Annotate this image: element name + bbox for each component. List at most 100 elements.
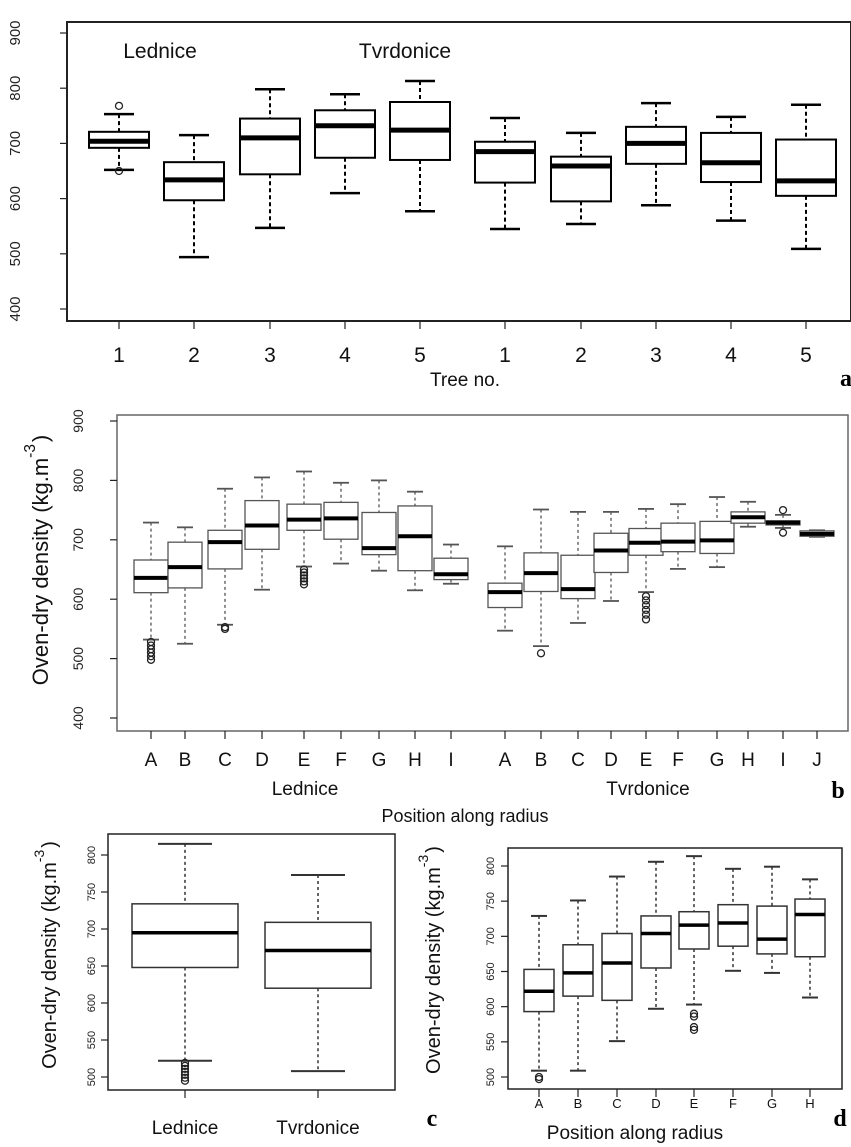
- x-tick-label: F: [335, 750, 347, 771]
- x-tick-label: E: [690, 1096, 699, 1111]
- group-label: Tvrdonice: [359, 40, 451, 63]
- x-tick-label: E: [640, 750, 653, 771]
- box-b-6: [361, 479, 397, 572]
- box-iqr: [601, 932, 633, 1002]
- box-iqr: [286, 503, 322, 531]
- x-tick-label: H: [741, 750, 755, 771]
- box-d-5: [717, 867, 749, 972]
- y-tick-label: 600: [86, 994, 98, 1012]
- x-tick-label: 2: [575, 344, 587, 367]
- x-tick-label: I: [448, 750, 453, 771]
- box-iqr: [314, 109, 376, 159]
- x-tick-label: 3: [650, 344, 662, 367]
- box-iqr: [474, 140, 536, 184]
- y-tick-label: 800: [7, 76, 24, 101]
- box-iqr: [433, 557, 469, 581]
- outlier-point: [641, 615, 651, 624]
- box-a-7: [625, 101, 687, 207]
- outlier-point: [778, 505, 788, 515]
- x-axis-title: Position along radius: [381, 806, 548, 826]
- x-tick-label: B: [179, 750, 192, 771]
- outlier-point: [299, 571, 309, 580]
- box-iqr: [593, 532, 629, 574]
- x-tick-label: D: [604, 750, 618, 771]
- x-tick-label: 3: [264, 344, 276, 367]
- box-iqr: [323, 501, 359, 540]
- x-tick-label: 2: [188, 344, 200, 367]
- box-iqr: [487, 582, 523, 609]
- y-axis-title: Oven-dry density (kg.m-3): [415, 846, 445, 1074]
- outlier-point: [536, 649, 546, 658]
- outlier-point: [641, 600, 651, 610]
- box-b-11: [560, 510, 596, 624]
- y-axis-title-superscript: -3: [22, 444, 39, 458]
- box-d-4: [678, 855, 710, 1035]
- box-b-17: [765, 505, 801, 537]
- x-tick-label: 1: [113, 344, 125, 367]
- group-label: Tvrdonice: [606, 779, 689, 800]
- box-iqr: [397, 505, 433, 572]
- y-axis-title-close: ): [423, 846, 445, 853]
- box-iqr: [699, 520, 735, 555]
- box-d-1: [562, 899, 594, 1072]
- outlier-point: [180, 1064, 190, 1074]
- y-axis-title-superscript: -3: [31, 850, 47, 863]
- panel-b: 400 500 600 700 800 900 Oven-dry density (kg.m…: [22, 409, 849, 826]
- outlier-point: [180, 1076, 190, 1085]
- x-tick-label: F: [729, 1096, 737, 1111]
- x-tick-label: H: [805, 1096, 814, 1111]
- outlier-point: [180, 1070, 190, 1079]
- y-tick-label: 800: [86, 846, 98, 864]
- y-tick-label: 650: [86, 957, 98, 975]
- x-tick-label: A: [499, 750, 512, 771]
- x-tick-label: H: [408, 750, 422, 771]
- box-b-2: [207, 487, 243, 634]
- y-tick-label: 800: [485, 857, 497, 875]
- box-b-18: [799, 529, 835, 538]
- box-b-14: [660, 503, 696, 570]
- outlier-point: [299, 574, 309, 583]
- x-tick-label: G: [767, 1096, 777, 1111]
- y-tick-label: 600: [7, 186, 24, 211]
- x-tick-label: C: [612, 1096, 621, 1111]
- outlier-point: [114, 166, 124, 176]
- box-iqr: [660, 522, 696, 553]
- y-axis-title: Oven-dry density (kg.m-3): [22, 435, 53, 685]
- group-label: Lednice: [123, 40, 197, 63]
- y-tick-label: 400: [70, 706, 86, 730]
- box-iqr: [700, 131, 762, 184]
- outlier-point: [180, 1061, 190, 1071]
- box-c-0: [131, 842, 239, 1085]
- panel-letter: a: [840, 366, 851, 392]
- y-tick-label: 750: [485, 892, 497, 910]
- x-tick-label: E: [298, 750, 311, 771]
- box-d-0: [523, 914, 555, 1084]
- y-axis-title-close: ): [39, 841, 61, 848]
- outlier-point: [299, 577, 309, 586]
- y-tick-label: 600: [70, 587, 86, 611]
- panel-c: 500 550 600 650 700 750 800 Oven-dry density (k…: [31, 833, 438, 1139]
- y-tick-label: 550: [485, 1033, 497, 1051]
- outlier-point: [299, 568, 309, 577]
- box-iqr: [207, 529, 243, 570]
- box-iqr: [794, 898, 826, 958]
- box-iqr: [640, 915, 672, 969]
- box-d-7: [794, 878, 826, 999]
- box-iqr: [717, 903, 749, 947]
- y-tick-label: 550: [86, 1031, 98, 1049]
- x-tick-label: F: [672, 750, 684, 771]
- y-tick-label: 750: [86, 883, 98, 901]
- box-b-3: [244, 476, 280, 591]
- outlier-point: [180, 1073, 190, 1082]
- box-d-2: [601, 875, 633, 1043]
- box-a-4: [389, 79, 451, 213]
- box-a-5: [474, 116, 536, 231]
- y-tick-label: 900: [7, 20, 24, 45]
- panel-letter: d: [833, 1106, 847, 1132]
- box-a-8: [700, 115, 762, 222]
- box-iqr: [264, 921, 372, 989]
- x-axis-title: Tree no.: [430, 370, 500, 391]
- x-tick-label: D: [255, 750, 269, 771]
- x-tick-label: A: [535, 1096, 544, 1111]
